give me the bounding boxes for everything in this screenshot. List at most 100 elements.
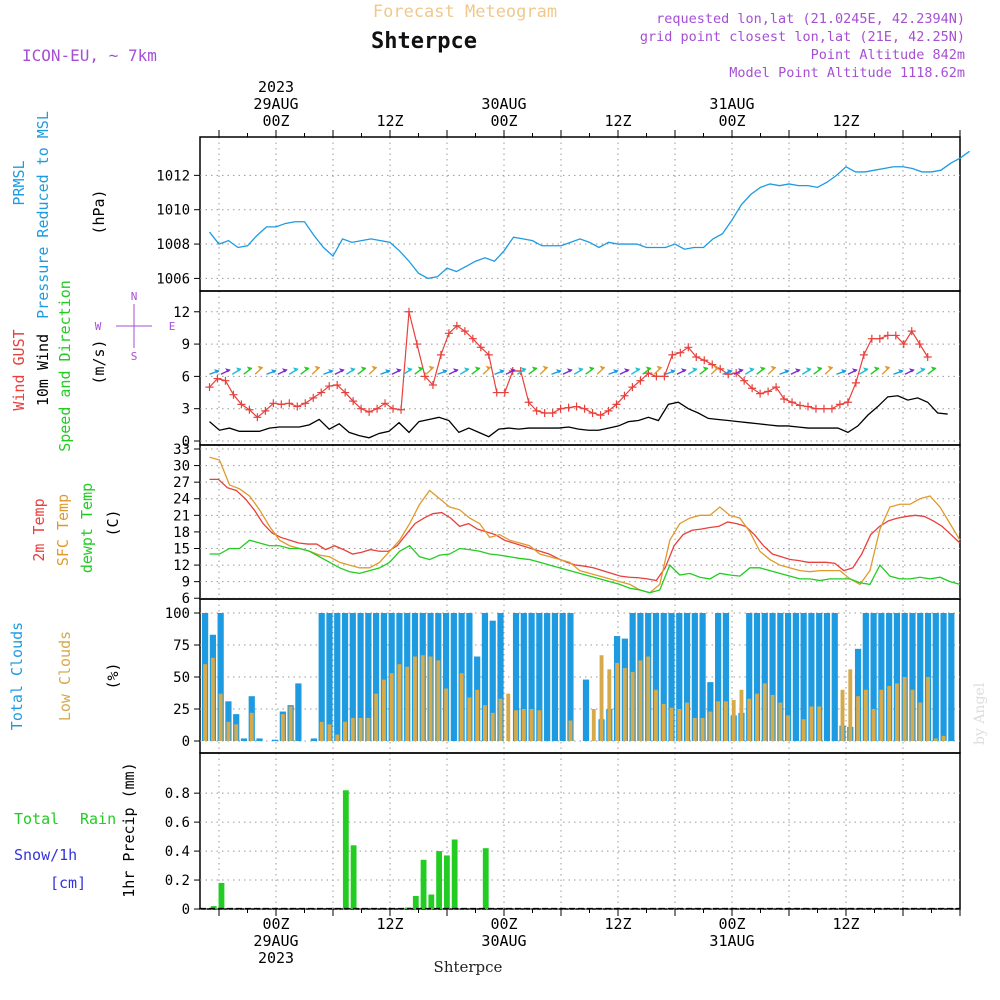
total-clouds-bar bbox=[334, 613, 340, 741]
pressure-y-tick-label: 1012 bbox=[156, 168, 190, 184]
gust-marker bbox=[437, 351, 445, 359]
low-clouds-bar bbox=[600, 655, 604, 741]
low-clouds-bar bbox=[677, 709, 681, 741]
total-clouds-label: Total Clouds bbox=[8, 622, 26, 730]
clouds-y-tick-label: 50 bbox=[173, 670, 190, 686]
total-clouds-bar bbox=[583, 680, 589, 741]
gust-marker bbox=[884, 331, 892, 339]
temp-y-tick-label: 33 bbox=[173, 442, 190, 458]
model-label: ICON-EU, ~ 7km bbox=[22, 46, 157, 65]
wind-direction-arrowhead bbox=[828, 366, 832, 369]
low-clouds-bar bbox=[848, 669, 852, 741]
low-clouds-bar bbox=[289, 706, 293, 741]
gust-marker bbox=[676, 349, 684, 357]
temp-y-tick-label: 24 bbox=[173, 492, 190, 508]
low-clouds-bar bbox=[654, 690, 658, 741]
gust-marker bbox=[301, 399, 309, 407]
model-point-altitude: Model Point Altitude 1118.62m bbox=[729, 65, 965, 81]
gust-marker bbox=[812, 405, 820, 413]
low-clouds-bar bbox=[942, 736, 946, 741]
gust-marker bbox=[389, 405, 397, 413]
rain-bar bbox=[452, 840, 458, 910]
low-clouds-bar bbox=[631, 672, 635, 741]
low-clouds-label: Low Clouds bbox=[56, 631, 74, 721]
low-clouds-bar bbox=[506, 694, 510, 741]
temp-y-tick-label: 30 bbox=[173, 459, 190, 475]
wind-direction-arrowhead bbox=[315, 366, 319, 369]
gust-marker bbox=[557, 405, 565, 413]
wind-direction-arrowhead bbox=[543, 366, 547, 369]
low-clouds-bar bbox=[475, 690, 479, 741]
top-time-label: 12Z bbox=[604, 112, 631, 130]
point-altitude: Point Altitude 842m bbox=[811, 47, 965, 63]
bottom-time-label: 12Z bbox=[604, 915, 631, 933]
wind-y-tick-label: 12 bbox=[173, 305, 190, 321]
pressure-label-short: PRMSL bbox=[10, 160, 28, 205]
low-clouds-bar bbox=[514, 710, 518, 741]
total-clouds-bar bbox=[311, 738, 317, 741]
wind-direction-arrowhead bbox=[305, 367, 309, 370]
gust-marker bbox=[788, 398, 796, 406]
gust-marker bbox=[780, 395, 788, 403]
gust-marker bbox=[876, 335, 884, 343]
compass-s: S bbox=[131, 350, 138, 363]
gust-marker bbox=[597, 411, 605, 419]
low-clouds-bar bbox=[911, 690, 915, 741]
precip-y-tick-label: 0 bbox=[182, 902, 190, 918]
pressure-line bbox=[210, 151, 970, 278]
bottom-time-label: 30AUG bbox=[481, 932, 526, 950]
gust-marker bbox=[309, 394, 317, 402]
precip-y-tick-label: 0.2 bbox=[165, 873, 190, 889]
low-clouds-bar bbox=[763, 683, 767, 741]
wind-direction-arrowhead bbox=[704, 367, 708, 370]
low-clouds-bar bbox=[638, 660, 642, 741]
top-time-label: 31AUG bbox=[709, 95, 754, 113]
low-clouds-bar bbox=[670, 708, 674, 741]
low-clouds-bar bbox=[436, 660, 440, 741]
bottom-time-label: 12Z bbox=[832, 915, 859, 933]
low-clouds-bar bbox=[397, 664, 401, 741]
temp-y-tick-label: 21 bbox=[173, 508, 190, 524]
low-clouds-bar bbox=[226, 722, 230, 741]
top-time-label: 2023 bbox=[258, 78, 294, 96]
low-clouds-bar bbox=[499, 699, 503, 741]
low-clouds-bar bbox=[693, 718, 697, 741]
low-clouds-bar bbox=[926, 677, 930, 741]
snow-label: Snow/1h bbox=[14, 846, 77, 864]
low-clouds-bar bbox=[786, 715, 790, 741]
low-clouds-bar bbox=[592, 709, 596, 741]
top-time-label: 00Z bbox=[718, 112, 745, 130]
low-clouds-bar bbox=[320, 722, 324, 741]
credit-watermark: by Angel bbox=[972, 682, 988, 745]
wind-direction-arrowhead bbox=[657, 366, 661, 369]
temp-y-tick-label: 27 bbox=[173, 475, 190, 491]
gust-marker bbox=[852, 379, 860, 387]
supertitle: Forecast Meteogram bbox=[373, 2, 557, 22]
precip-y-tick-label: 0.8 bbox=[165, 786, 190, 802]
2m-temp-label: 2m Temp bbox=[30, 498, 48, 561]
meteogram-canvas: Forecast Meteogram Shterpce ICON-EU, ~ 7… bbox=[0, 0, 1000, 1000]
low-clouds-bar bbox=[219, 694, 223, 741]
footer-station-title: Shterpce bbox=[434, 958, 503, 976]
gust-marker bbox=[764, 387, 772, 395]
total-clouds-bar bbox=[933, 613, 939, 741]
total-clouds-bar bbox=[793, 613, 799, 741]
top-time-label: 12Z bbox=[376, 112, 403, 130]
low-clouds-bar bbox=[809, 706, 813, 741]
wind-direction-arrowhead bbox=[248, 367, 252, 370]
low-clouds-bar bbox=[359, 718, 363, 741]
pressure-unit: (hPa) bbox=[90, 189, 108, 234]
snow-unit-label: [cm] bbox=[50, 874, 86, 892]
gust-line bbox=[210, 312, 928, 418]
gust-marker bbox=[221, 377, 229, 385]
total-rain-label-1: Total bbox=[14, 810, 59, 828]
precip-unit: 1hr Precip (mm) bbox=[120, 762, 138, 897]
clouds-y-tick-label: 75 bbox=[173, 638, 190, 654]
low-clouds-bar bbox=[895, 683, 899, 741]
top-time-label: 00Z bbox=[490, 112, 517, 130]
low-clouds-bar bbox=[366, 718, 370, 741]
low-clouds-bar bbox=[421, 655, 425, 741]
bottom-time-label: 00Z bbox=[262, 915, 289, 933]
wind-y-tick-label: 3 bbox=[182, 402, 190, 418]
gust-marker bbox=[413, 340, 421, 348]
